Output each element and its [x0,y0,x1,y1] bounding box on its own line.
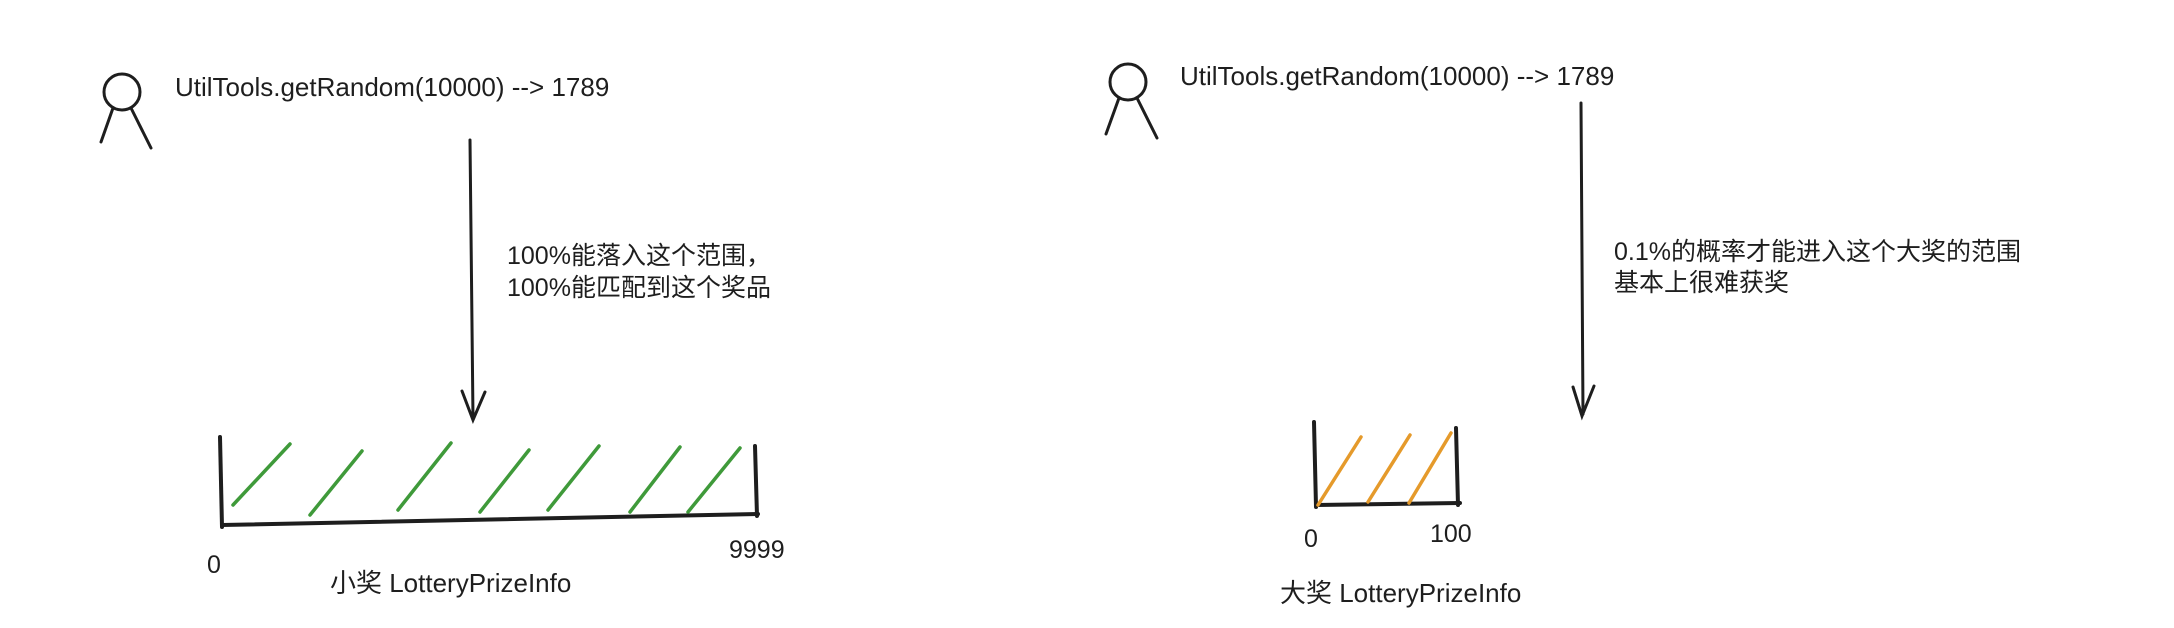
left-range-start-label: 0 [207,551,221,579]
left-note-line2: 100%能匹配到这个奖品 [507,274,771,302]
right-range-start-label: 0 [1304,525,1318,553]
right-arrow [1571,101,1596,421]
right-range-hatching [1316,431,1453,507]
left-note-line1: 100%能落入这个范围， [507,242,771,270]
right-prize-label: 大奖 LotteryPrizeInfo [1280,578,1522,608]
left-actor-icon [99,72,153,150]
right-range-bracket [1312,420,1462,509]
left-call-text: UtilTools.getRandom(10000) --> 1789 [175,72,610,102]
right-call-text: UtilTools.getRandom(10000) --> 1789 [1180,61,1615,91]
right-range-end-label: 100 [1430,520,1472,548]
left-arrow [460,138,487,425]
right-note-line2: 基本上很难获奖 [1614,269,1790,297]
left-range-end-label: 9999 [729,536,785,564]
left-range-hatching [231,441,742,517]
left-range-bracket [218,435,760,529]
left-prize-label: 小奖 LotteryPrizeInfo [330,568,572,598]
right-actor-icon [1104,62,1159,140]
right-note-line1: 0.1%的概率才能进入这个大奖的范围 [1614,238,2021,266]
